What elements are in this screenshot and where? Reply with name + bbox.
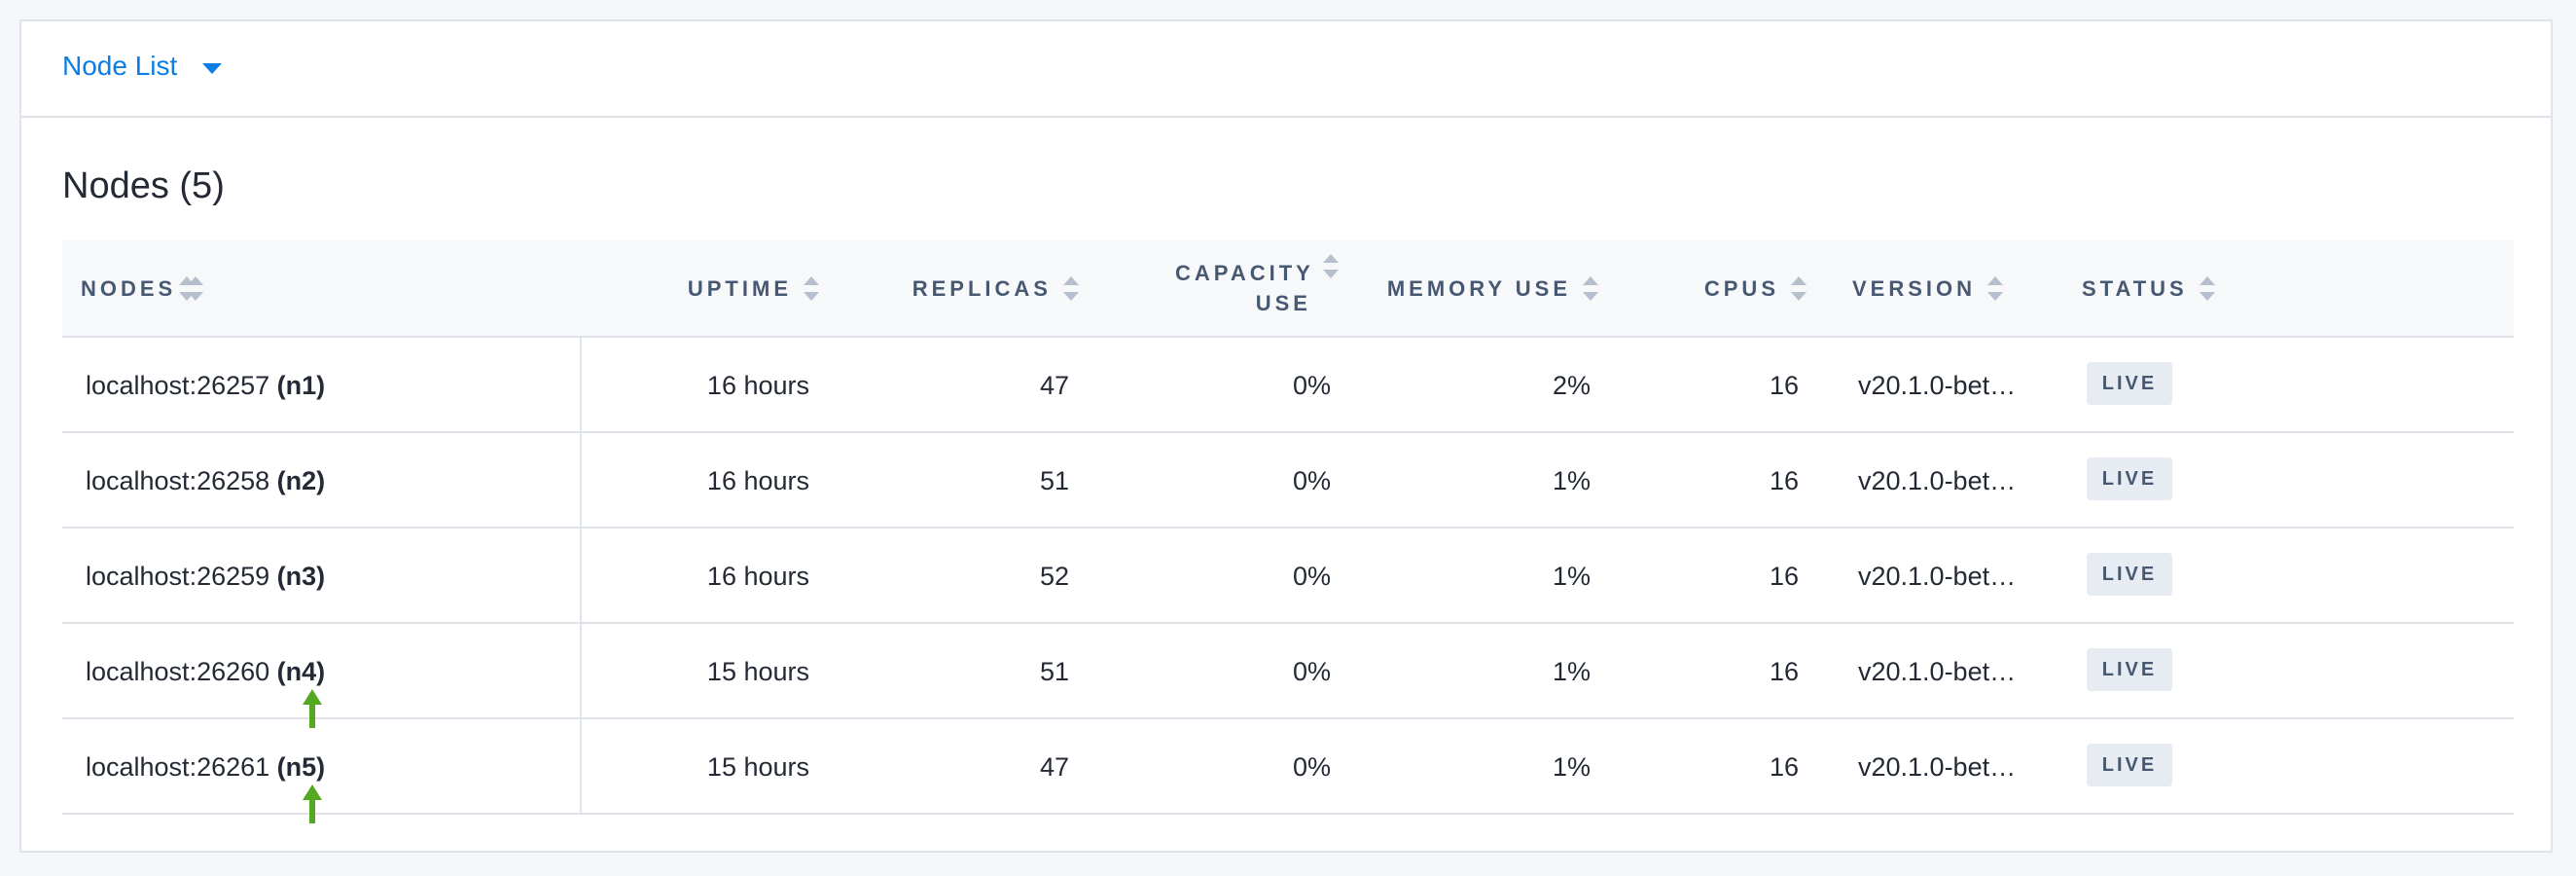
cpus-cell: 16 [1769, 752, 1799, 782]
cpus-cell: 16 [1769, 657, 1799, 686]
node-cell: localhost:26261 (n5) [86, 752, 325, 783]
status-badge: LIVE [2087, 362, 2172, 405]
capacity-cell: 0% [1292, 657, 1331, 686]
capacity-cell: 0% [1292, 562, 1331, 591]
column-header[interactable]: UPTIME [687, 276, 792, 301]
version-cell: v20.1.0-bet… [1858, 371, 2017, 400]
sort-icon[interactable] [2200, 276, 2215, 302]
node-address: localhost:26257 [86, 371, 270, 400]
node-list-dropdown[interactable]: Node List [62, 51, 178, 81]
uptime-cell: 15 hours [706, 657, 809, 686]
column-header[interactable]: CPUS [1703, 276, 1779, 301]
sort-icon[interactable] [1583, 276, 1598, 302]
sort-icon[interactable] [188, 276, 203, 302]
node-address: localhost:26258 [86, 466, 270, 495]
replicas-cell: 51 [1039, 466, 1069, 495]
version-cell: v20.1.0-bet… [1858, 562, 2017, 591]
panel: Node List Nodes (5) NODES UPTIME REPLICAS C… [19, 19, 2553, 853]
memory-cell: 1% [1552, 562, 1591, 591]
column-header[interactable]: CAPACITY USE [1175, 261, 1314, 315]
annotation-arrow [303, 785, 322, 823]
node-cell: localhost:26257 (n1) [86, 371, 325, 401]
column-divider [580, 338, 582, 815]
uptime-cell: 16 hours [706, 562, 809, 591]
version-cell: v20.1.0-bet… [1858, 752, 2017, 782]
status-badge: LIVE [2087, 648, 2172, 691]
table-header: NODES UPTIME REPLICAS CAPACITY USE MEMORY US… [62, 240, 2514, 338]
column-header[interactable]: NODES [81, 276, 177, 301]
column-header[interactable]: REPLICAS [912, 276, 1052, 301]
node-id: (n5) [276, 752, 326, 782]
replicas-cell: 47 [1039, 371, 1069, 400]
replicas-cell: 51 [1039, 657, 1069, 686]
sort-icon[interactable] [1791, 276, 1807, 302]
node-id: (n2) [276, 466, 326, 495]
node-address: localhost:26259 [86, 562, 270, 591]
status-badge: LIVE [2087, 457, 2172, 500]
cpus-cell: 16 [1769, 371, 1799, 400]
version-cell: v20.1.0-bet… [1858, 466, 2017, 495]
sort-icon[interactable] [1987, 276, 2003, 302]
memory-cell: 2% [1552, 371, 1591, 400]
replicas-cell: 52 [1039, 562, 1069, 591]
column-header[interactable]: MEMORY USE [1386, 276, 1571, 301]
sort-icon[interactable] [1323, 254, 1339, 279]
table-row: localhost:26258 (n2) 16 hours 51 0% 1% 16 v20.… [62, 433, 2514, 529]
uptime-cell: 15 hours [706, 752, 809, 782]
section-title: Nodes (5) [62, 165, 225, 206]
dropdown-caret[interactable] [202, 63, 222, 75]
node-id: (n4) [276, 657, 326, 686]
replicas-cell: 47 [1039, 752, 1069, 782]
status-badge: LIVE [2087, 744, 2172, 786]
node-id: (n1) [276, 371, 326, 400]
node-cell: localhost:26258 (n2) [86, 466, 325, 496]
table-row: localhost:26261 (n5) 15 hours 47 0% 1% 16 v20.… [62, 719, 2514, 815]
cpus-cell: 16 [1769, 562, 1799, 591]
column-header[interactable]: STATUS [2082, 276, 2188, 301]
node-cell: localhost:26259 (n3) [86, 562, 325, 592]
node-cell: localhost:26260 (n4) [86, 657, 325, 687]
node-id: (n3) [276, 562, 326, 591]
status-badge: LIVE [2087, 553, 2172, 596]
version-cell: v20.1.0-bet… [1858, 657, 2017, 686]
node-address: localhost:26261 [86, 752, 270, 782]
memory-cell: 1% [1552, 657, 1591, 686]
node-address: localhost:26260 [86, 657, 270, 686]
top-bar: Node List [21, 21, 2551, 118]
table-row: localhost:26257 (n1) 16 hours 47 0% 2% 16 v20.… [62, 338, 2514, 433]
capacity-cell: 0% [1292, 752, 1331, 782]
memory-cell: 1% [1552, 466, 1591, 495]
capacity-cell: 0% [1292, 466, 1331, 495]
uptime-cell: 16 hours [706, 371, 809, 400]
memory-cell: 1% [1552, 752, 1591, 782]
uptime-cell: 16 hours [706, 466, 809, 495]
capacity-cell: 0% [1292, 371, 1331, 400]
column-header[interactable]: VERSION [1852, 276, 1977, 301]
table-row: localhost:26260 (n4) 15 hours 51 0% 1% 16 v20.… [62, 624, 2514, 719]
annotation-arrow [303, 689, 322, 728]
cpus-cell: 16 [1769, 466, 1799, 495]
sort-icon[interactable] [804, 276, 819, 302]
sort-icon[interactable] [1063, 276, 1079, 302]
table-row: localhost:26259 (n3) 16 hours 52 0% 1% 16 v20.… [62, 529, 2514, 624]
